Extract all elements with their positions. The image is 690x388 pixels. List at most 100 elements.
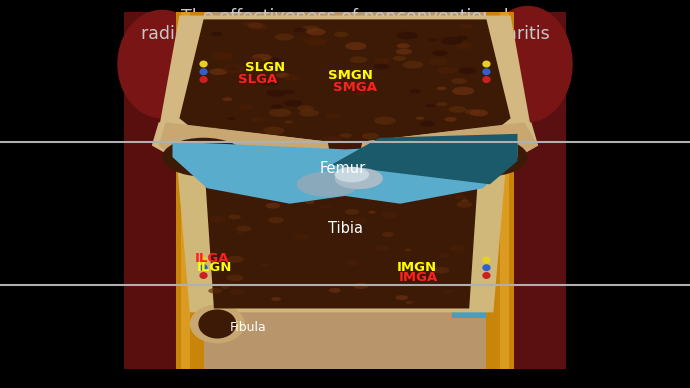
Ellipse shape [199, 272, 208, 279]
Text: IMGA: IMGA [399, 271, 438, 284]
Text: SMGA: SMGA [333, 81, 377, 94]
Ellipse shape [395, 295, 408, 300]
Ellipse shape [284, 74, 300, 80]
Ellipse shape [221, 286, 229, 289]
Ellipse shape [297, 106, 313, 111]
Ellipse shape [346, 260, 359, 265]
Ellipse shape [451, 68, 460, 71]
Ellipse shape [471, 130, 484, 135]
Ellipse shape [201, 136, 217, 142]
Ellipse shape [283, 90, 295, 94]
Ellipse shape [397, 43, 410, 48]
Ellipse shape [236, 225, 251, 232]
Ellipse shape [289, 172, 300, 177]
Text: ILGA: ILGA [195, 251, 229, 265]
Polygon shape [181, 12, 190, 369]
Ellipse shape [483, 6, 573, 122]
Ellipse shape [199, 310, 236, 338]
Ellipse shape [393, 56, 406, 61]
Ellipse shape [375, 246, 389, 251]
Polygon shape [124, 12, 186, 369]
Ellipse shape [395, 48, 412, 55]
Ellipse shape [162, 138, 245, 177]
Polygon shape [359, 122, 538, 173]
Polygon shape [176, 151, 507, 312]
Ellipse shape [373, 64, 390, 70]
Ellipse shape [437, 67, 455, 74]
Ellipse shape [266, 90, 286, 97]
Polygon shape [204, 31, 245, 163]
Polygon shape [204, 153, 480, 308]
Ellipse shape [295, 234, 308, 240]
Ellipse shape [338, 71, 353, 76]
Ellipse shape [335, 168, 383, 189]
Ellipse shape [222, 97, 233, 101]
Ellipse shape [321, 173, 331, 178]
Ellipse shape [248, 57, 262, 62]
Ellipse shape [350, 56, 367, 63]
Ellipse shape [452, 87, 474, 95]
Polygon shape [172, 142, 518, 204]
Ellipse shape [432, 50, 448, 56]
Ellipse shape [460, 24, 473, 29]
Ellipse shape [262, 80, 279, 86]
Ellipse shape [417, 262, 426, 265]
Ellipse shape [482, 68, 491, 75]
Ellipse shape [227, 117, 236, 120]
Ellipse shape [284, 100, 302, 107]
Ellipse shape [248, 137, 264, 142]
Ellipse shape [334, 32, 348, 37]
Ellipse shape [199, 61, 208, 68]
Ellipse shape [305, 38, 327, 46]
Ellipse shape [353, 283, 368, 289]
Ellipse shape [269, 109, 291, 117]
Text: ILGN: ILGN [197, 261, 232, 274]
Ellipse shape [294, 28, 306, 33]
Ellipse shape [410, 89, 421, 94]
Text: IMGN: IMGN [397, 261, 437, 274]
Ellipse shape [265, 57, 282, 64]
Ellipse shape [208, 288, 222, 294]
Ellipse shape [438, 253, 449, 258]
Ellipse shape [437, 102, 447, 106]
Ellipse shape [374, 116, 396, 125]
Ellipse shape [445, 138, 528, 177]
Polygon shape [445, 31, 486, 163]
Ellipse shape [405, 301, 413, 304]
Polygon shape [210, 175, 238, 241]
Ellipse shape [446, 159, 463, 166]
Ellipse shape [271, 297, 281, 301]
Text: SLGA: SLGA [238, 73, 277, 86]
Ellipse shape [482, 76, 491, 83]
Ellipse shape [228, 215, 241, 220]
Ellipse shape [226, 256, 244, 263]
Ellipse shape [482, 61, 491, 68]
Ellipse shape [482, 272, 491, 279]
Ellipse shape [260, 263, 269, 267]
Ellipse shape [210, 32, 222, 36]
Ellipse shape [455, 195, 467, 200]
Ellipse shape [222, 64, 245, 73]
Ellipse shape [275, 33, 294, 41]
Ellipse shape [299, 109, 319, 117]
Ellipse shape [458, 67, 476, 74]
Ellipse shape [254, 131, 268, 136]
Ellipse shape [374, 58, 390, 64]
Ellipse shape [457, 201, 472, 208]
Ellipse shape [199, 76, 208, 83]
Polygon shape [176, 12, 204, 369]
Ellipse shape [172, 143, 235, 172]
Ellipse shape [251, 118, 264, 122]
Ellipse shape [236, 232, 243, 234]
Polygon shape [186, 12, 504, 369]
Ellipse shape [320, 136, 342, 144]
Ellipse shape [241, 21, 254, 26]
Ellipse shape [461, 199, 469, 202]
Ellipse shape [301, 26, 320, 33]
Ellipse shape [455, 43, 473, 49]
Ellipse shape [456, 180, 470, 186]
Ellipse shape [420, 121, 435, 127]
Polygon shape [331, 134, 518, 184]
Ellipse shape [305, 200, 314, 204]
Ellipse shape [482, 264, 491, 271]
